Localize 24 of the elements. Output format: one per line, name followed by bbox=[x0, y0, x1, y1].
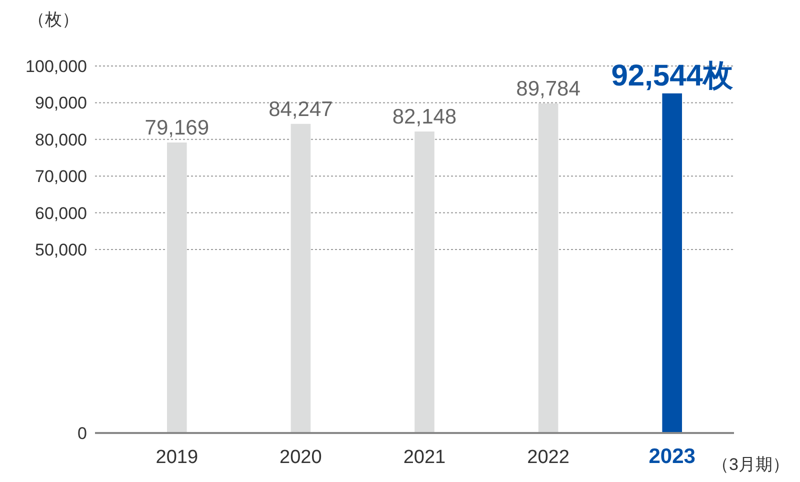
bar bbox=[538, 103, 558, 433]
x-tick-label: 2022 bbox=[527, 447, 570, 468]
bar bbox=[166, 142, 187, 433]
data-label: 82,148 bbox=[392, 106, 457, 129]
x-tick-label: 2023 bbox=[648, 445, 696, 468]
data-label: 89,784 bbox=[516, 77, 581, 100]
bar bbox=[290, 124, 311, 433]
x-axis-title: （3月期） bbox=[712, 454, 790, 476]
x-tick-label: 2021 bbox=[403, 447, 446, 468]
y-tick-label: 70,000 bbox=[35, 167, 87, 186]
y-tick-label: 90,000 bbox=[35, 94, 87, 113]
y-tick-label: 100,000 bbox=[26, 57, 87, 76]
y-tick-label: 0 bbox=[78, 424, 87, 444]
bar bbox=[662, 93, 682, 433]
x-tick-label: 2020 bbox=[280, 447, 322, 468]
data-label: 84,247 bbox=[268, 98, 333, 121]
y-tick-label: 80,000 bbox=[35, 130, 87, 150]
y-tick-label: 60,000 bbox=[35, 204, 87, 223]
y-axis-title: （枚） bbox=[28, 9, 79, 31]
bar bbox=[414, 132, 434, 433]
data-label: 79,169 bbox=[144, 116, 210, 140]
y-tick-label: 50,000 bbox=[35, 240, 87, 260]
x-tick-label: 2019 bbox=[156, 447, 198, 468]
data-label: 92,544枚 bbox=[611, 59, 734, 92]
